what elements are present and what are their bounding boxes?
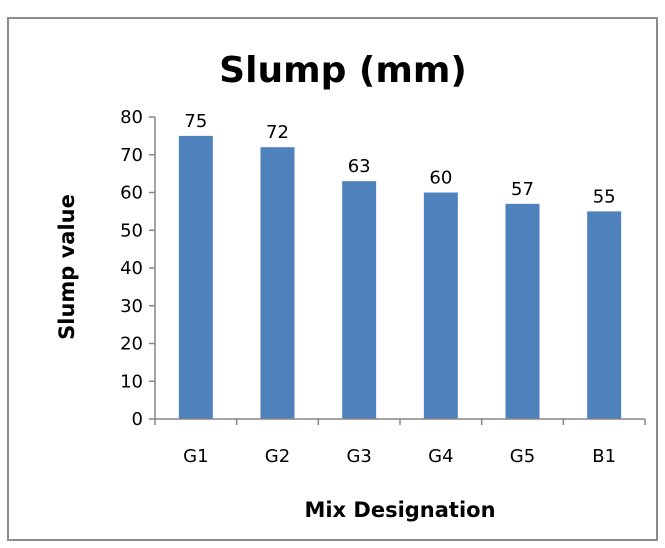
- x-tick-label-g3: G3: [346, 446, 371, 467]
- y-tick-label: 80: [120, 107, 143, 128]
- chart-frame: [7, 17, 658, 541]
- bar-g2: [260, 147, 295, 419]
- y-tick-label: 20: [120, 334, 143, 355]
- x-axis-ticks: G1 G2 G3 G4 G5 B1: [154, 419, 646, 467]
- y-tick-label: 50: [120, 220, 143, 241]
- data-label-b1: 55: [593, 186, 616, 207]
- bar-b1: [587, 211, 622, 419]
- data-label-g5: 57: [511, 179, 534, 200]
- y-tick-label: 30: [120, 296, 143, 317]
- y-tick-label: 0: [132, 409, 143, 430]
- bar-g4: [423, 192, 458, 419]
- y-axis-title: Slump value: [55, 194, 79, 340]
- x-tick-label-g4: G4: [428, 446, 453, 467]
- y-tick-label: 60: [120, 183, 143, 204]
- data-label-g4: 60: [429, 168, 452, 189]
- bar-g1: [178, 135, 213, 419]
- data-labels-group: 75 72 63 60 57 55: [184, 111, 615, 208]
- chart-title: Slump (mm): [219, 50, 467, 91]
- x-tick-label-g2: G2: [265, 446, 290, 467]
- y-axis-ticks: 0 10 20 30 40 50 60 70 80: [120, 107, 155, 430]
- bar-g5: [505, 203, 540, 419]
- y-tick-label: 10: [120, 371, 143, 392]
- data-label-g3: 63: [348, 156, 371, 177]
- x-tick-label-b1: B1: [592, 446, 616, 467]
- x-axis-title: Mix Designation: [304, 498, 495, 522]
- bar-g3: [342, 181, 377, 419]
- y-tick-label: 70: [120, 145, 143, 166]
- data-label-g1: 75: [184, 111, 207, 132]
- x-tick-label-g5: G5: [510, 446, 535, 467]
- data-label-g2: 72: [266, 122, 289, 143]
- x-tick-label-g1: G1: [183, 446, 208, 467]
- y-tick-label: 40: [120, 258, 143, 279]
- bars-group: [178, 135, 622, 419]
